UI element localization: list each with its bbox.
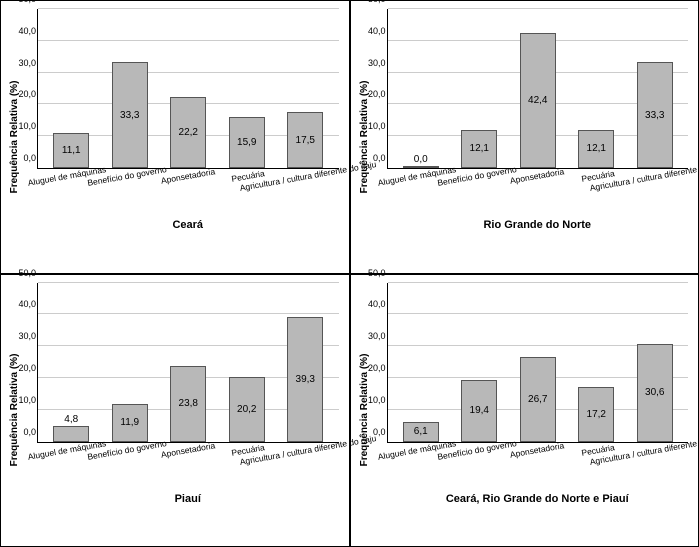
bar-value-label: 19,4	[470, 405, 489, 416]
y-tick-label: 30,0	[360, 331, 386, 341]
y-tick-label: 0,0	[10, 427, 36, 437]
bar: 33,3	[112, 62, 148, 168]
bar: 42,4	[520, 33, 556, 168]
panel-title: Ceará	[31, 219, 345, 231]
y-tick-label: 40,0	[10, 299, 36, 309]
bar: 6,1	[403, 422, 439, 441]
x-tick-label: Aponsetadoria	[160, 440, 216, 459]
bar: 11,1	[53, 133, 89, 168]
bar: 12,1	[578, 130, 614, 168]
bar: 11,9	[112, 404, 148, 442]
bar-value-label: 42,4	[528, 95, 547, 106]
bars-container: 4,8 11,9 23,8 20,2 39,3	[38, 283, 339, 442]
plot-area: 0,010,020,030,040,050,00,012,142,412,133…	[387, 9, 689, 169]
x-tick-label: Aponsetadoria	[509, 440, 565, 459]
y-tick-label: 30,0	[10, 58, 36, 68]
bar-value-label: 12,1	[587, 143, 606, 154]
bar-value-label: 22,2	[179, 127, 198, 138]
chart-grid: Frequência Relativa (%) 0,010,020,030,04…	[0, 0, 699, 547]
panel-ceara: Frequência Relativa (%) 0,010,020,030,04…	[0, 0, 350, 274]
bar: 19,4	[461, 380, 497, 442]
bar-value-label: 17,2	[587, 409, 606, 420]
bars-container: 11,1 33,3 22,2 15,9 17,5	[38, 9, 339, 168]
bar-value-label: 33,3	[120, 110, 139, 121]
y-tick-label: 10,0	[360, 395, 386, 405]
bar: 17,2	[578, 387, 614, 442]
bar: 33,3	[637, 62, 673, 168]
bar: 26,7	[520, 357, 556, 442]
y-tick-label: 20,0	[10, 363, 36, 373]
bar-value-label: 39,3	[296, 374, 315, 385]
bar: 20,2	[229, 377, 265, 441]
bar-value-label: 4,8	[64, 414, 78, 425]
y-tick-label: 30,0	[360, 58, 386, 68]
bar-value-label: 11,9	[120, 417, 139, 428]
bar-value-label: 30,6	[645, 387, 664, 398]
y-tick-label: 50,0	[10, 0, 36, 4]
y-tick-label: 20,0	[10, 89, 36, 99]
y-tick-label: 0,0	[360, 153, 386, 163]
x-tick-label: Aponsetadoria	[160, 166, 216, 185]
y-tick-label: 40,0	[10, 26, 36, 36]
y-tick-label: 0,0	[10, 153, 36, 163]
bar: 39,3	[287, 317, 323, 442]
bars-container: 6,1 19,4 26,7 17,2 30,6	[388, 283, 689, 442]
y-tick-label: 10,0	[360, 121, 386, 131]
y-tick-label: 10,0	[10, 121, 36, 131]
bar: 23,8	[170, 366, 206, 442]
bars-container: 0,0 12,1 42,4 12,1 33,3	[388, 9, 689, 168]
panel-title: Ceará, Rio Grande do Norte e Piauí	[381, 493, 695, 505]
y-tick-label: 10,0	[10, 395, 36, 405]
y-tick-label: 40,0	[360, 26, 386, 36]
panel-combined: Frequência Relativa (%) 0,010,020,030,04…	[350, 274, 699, 547]
bar-value-label: 6,1	[414, 426, 428, 437]
x-axis-labels: Aluguel de máquinasBenefício do governoA…	[37, 443, 339, 489]
y-tick-label: 20,0	[360, 89, 386, 99]
plot-area: 0,010,020,030,040,050,04,811,923,820,239…	[37, 283, 339, 443]
bar-value-label: 11,1	[62, 145, 81, 156]
y-tick-label: 50,0	[360, 268, 386, 278]
y-tick-label: 50,0	[360, 0, 386, 4]
bar-value-label: 0,0	[414, 154, 428, 165]
bar: 30,6	[637, 344, 673, 441]
plot-area: 0,010,020,030,040,050,06,119,426,717,230…	[387, 283, 689, 443]
x-axis-labels: Aluguel de máquinasBenefício do governoA…	[37, 169, 339, 215]
panel-piaui: Frequência Relativa (%) 0,010,020,030,04…	[0, 274, 350, 547]
bar-value-label: 12,1	[470, 143, 489, 154]
bar: 22,2	[170, 97, 206, 168]
bar: 17,5	[287, 112, 323, 168]
y-tick-label: 30,0	[10, 331, 36, 341]
y-tick-label: 0,0	[360, 427, 386, 437]
x-tick-label: Aponsetadoria	[509, 166, 565, 185]
y-tick-label: 40,0	[360, 299, 386, 309]
panel-title: Rio Grande do Norte	[381, 219, 695, 231]
bar-value-label: 23,8	[179, 398, 198, 409]
y-tick-label: 20,0	[360, 363, 386, 373]
bar-value-label: 17,5	[296, 135, 315, 146]
x-axis-labels: Aluguel de máquinasBenefício do governoA…	[387, 443, 689, 489]
bar-value-label: 15,9	[237, 137, 256, 148]
bar: 4,8	[53, 426, 89, 441]
bar: 12,1	[461, 130, 497, 168]
bar: 15,9	[229, 117, 265, 168]
plot-area: 0,010,020,030,040,050,011,133,322,215,91…	[37, 9, 339, 169]
bar-value-label: 20,2	[237, 404, 256, 415]
bar-value-label: 26,7	[528, 394, 547, 405]
panel-title: Piauí	[31, 493, 345, 505]
bar-value-label: 33,3	[645, 110, 664, 121]
x-axis-labels: Aluguel de máquinasBenefício do governoA…	[387, 169, 689, 215]
y-tick-label: 50,0	[10, 268, 36, 278]
panel-rio-grande: Frequência Relativa (%) 0,010,020,030,04…	[350, 0, 699, 274]
